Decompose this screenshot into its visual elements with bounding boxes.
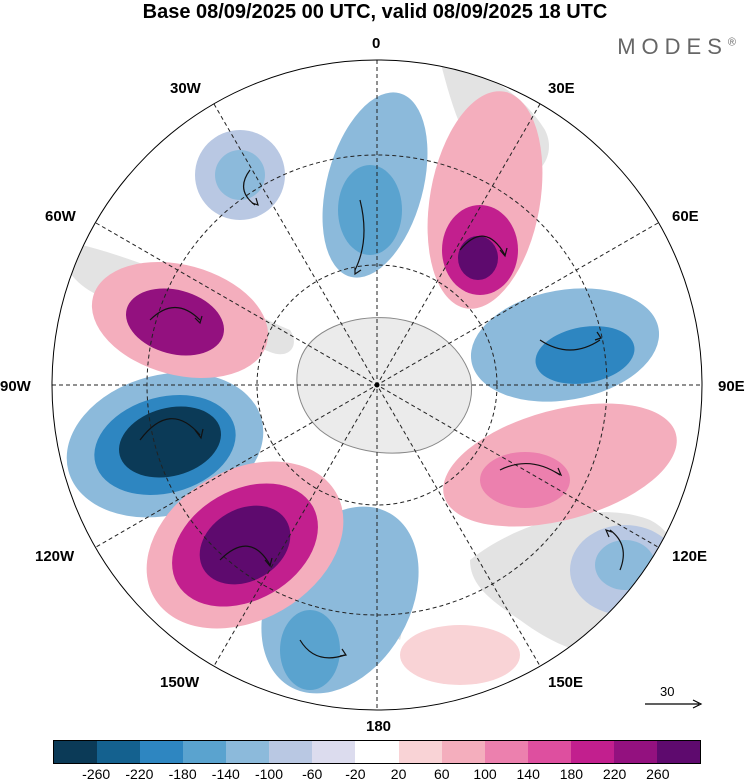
brand-registered-mark: ® xyxy=(727,36,736,49)
colorbar-tick-label: -100 xyxy=(254,766,284,782)
colorbar-swatch xyxy=(441,741,485,763)
anomaly-positive-west-core xyxy=(125,288,225,356)
lon-label-180: 180 xyxy=(366,718,392,735)
brand-logo: MODES® xyxy=(617,34,736,60)
colorbar-swatch xyxy=(183,741,227,763)
colorbar-swatch xyxy=(312,741,356,763)
anomaly-negative-south-core xyxy=(280,610,340,690)
colorbar-tick-label: -140 xyxy=(211,766,240,782)
colorbar-tick-label: -260 xyxy=(82,766,111,782)
anomaly-positive-north-center xyxy=(458,236,498,280)
colorbar-tick-label: -60 xyxy=(302,766,323,782)
colorbar-swatch xyxy=(355,741,399,763)
wind-vectors xyxy=(139,169,624,659)
anomaly-negative-west-center xyxy=(119,406,221,478)
anomaly-positive-south xyxy=(400,625,520,685)
colorbar-swatch xyxy=(97,741,141,763)
anomaly-negative-east-core xyxy=(535,326,635,384)
lon-label-150e: 150E xyxy=(548,674,584,691)
colorbar-tick-label: 60 xyxy=(434,766,450,782)
anomaly-negative-northwest-core xyxy=(215,150,265,200)
reference-vector-label: 30 xyxy=(660,684,675,699)
lon-label-60e: 60E xyxy=(672,208,699,225)
lon-label-30w: 30W xyxy=(170,80,201,97)
anomaly-positive-southwest-center xyxy=(199,505,291,585)
lon-label-0: 0 xyxy=(372,35,381,52)
colorbar-tick-label: 20 xyxy=(390,766,407,782)
colorbar-tick-label: 100 xyxy=(473,766,497,782)
colorbar-tick-label: 260 xyxy=(646,766,670,782)
colorbar-tick-label: -20 xyxy=(345,766,366,782)
colorbar-swatch xyxy=(269,741,313,763)
colorbar-swatch xyxy=(484,741,528,763)
colorbar-tick-label: -220 xyxy=(125,766,154,782)
reference-vector-arrow xyxy=(645,699,703,709)
colorbar-tick-label: 220 xyxy=(602,766,627,782)
colorbar-swatch xyxy=(656,741,700,763)
south-pole-marker xyxy=(374,382,380,388)
page-title: Base 08/09/2025 00 UTC, valid 08/09/2025… xyxy=(142,1,608,23)
colorbar xyxy=(53,740,701,764)
brand-name: MODES xyxy=(617,34,728,59)
lon-label-60w: 60W xyxy=(45,208,76,225)
lon-label-150w: 150W xyxy=(160,674,200,691)
colorbar-swatch xyxy=(54,741,98,763)
colorbar-tick-label: -180 xyxy=(168,766,197,782)
colorbar-swatch xyxy=(570,741,614,763)
lon-label-90w: 90W xyxy=(0,378,31,395)
lon-label-120e: 120E xyxy=(672,548,708,565)
lon-label-30e: 30E xyxy=(548,80,575,97)
colorbar-tick-label: 180 xyxy=(559,766,584,782)
lon-label-90e: 90E xyxy=(718,378,745,395)
lon-label-120w: 120W xyxy=(35,548,75,565)
anomaly-negative-southeast-core xyxy=(595,540,655,590)
colorbar-tick-label: 140 xyxy=(516,766,540,782)
colorbar-swatch xyxy=(140,741,184,763)
colorbar-swatch xyxy=(527,741,571,763)
colorbar-swatch xyxy=(613,741,657,763)
anomaly-negative-north-core xyxy=(338,165,402,255)
anomaly-positive-east-core xyxy=(480,452,570,508)
map-outline xyxy=(51,59,703,711)
colorbar-swatch xyxy=(226,741,270,763)
colorbar-swatch xyxy=(398,741,442,763)
